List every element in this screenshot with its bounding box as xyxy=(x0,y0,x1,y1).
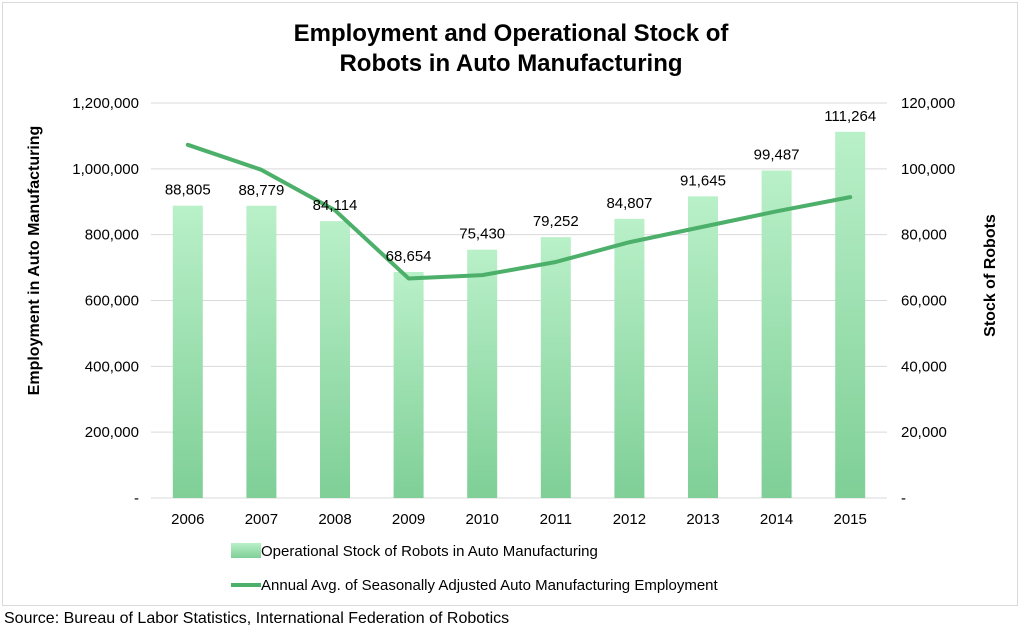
right-tick-label: 100,000 xyxy=(901,161,955,178)
legend: Operational Stock of Robots in Auto Manu… xyxy=(231,543,719,594)
bar xyxy=(540,237,571,498)
bar xyxy=(172,205,203,499)
right-tick-label: 60,000 xyxy=(901,293,947,310)
left-tick-label: 1,200,000 xyxy=(72,95,139,112)
bar-data-label: 79,252 xyxy=(533,213,579,230)
left-tick-label: 800,000 xyxy=(85,227,139,244)
bar xyxy=(761,170,792,498)
axes: - 200,000 400,000 600,000 800,000 1,000,000 1,… xyxy=(26,95,999,528)
bar-data-label: 99,487 xyxy=(754,147,800,164)
bar xyxy=(320,221,350,498)
x-tick-label: 2013 xyxy=(686,511,719,528)
x-tick-label: 2007 xyxy=(245,511,278,528)
bar xyxy=(246,205,277,499)
line-point xyxy=(481,274,483,276)
legend-label-bars: Operational Stock of Robots in Auto Manu… xyxy=(261,543,598,560)
x-tick-label: 2014 xyxy=(760,511,793,528)
chart-title-line1: Employment and Operational Stock of xyxy=(293,20,729,47)
x-tick-label: 2012 xyxy=(613,511,646,528)
chart-svg: 88,805 88,779 84,114 68,654 75,430 79,252 84,8… xyxy=(26,95,999,594)
bar xyxy=(614,218,645,498)
right-tick-label: 20,000 xyxy=(901,424,947,441)
chart-title-line2: Robots in Auto Manufacturing xyxy=(339,50,683,77)
line-point xyxy=(776,210,778,212)
bar-data-label: 111,264 xyxy=(824,108,876,125)
line-point xyxy=(408,277,410,279)
line-point xyxy=(702,226,704,228)
x-tick-label: 2011 xyxy=(540,511,572,528)
bar-data-label: 91,645 xyxy=(680,172,726,189)
line-point xyxy=(555,261,557,263)
left-tick-label: 1,000,000 xyxy=(72,161,139,178)
bar-data-label: 84,807 xyxy=(606,195,652,212)
bar-data-label: 88,805 xyxy=(165,182,211,199)
bar xyxy=(835,131,866,499)
left-tick-label: - xyxy=(134,490,139,507)
right-tick-label: 80,000 xyxy=(901,227,947,244)
chart-title: Employment and Operational Stock of Robo… xyxy=(3,19,1019,79)
employment-line xyxy=(185,142,853,281)
right-tick-label: - xyxy=(901,490,906,507)
right-axis-title: Stock of Robots xyxy=(982,214,999,337)
line-point xyxy=(849,196,851,198)
left-axis-title: Employment in Auto Manufacturing xyxy=(26,126,43,396)
bar-data-label: 68,654 xyxy=(386,248,432,265)
bar-data-label: 88,779 xyxy=(238,182,284,199)
line-point xyxy=(334,209,336,211)
data-labels: 88,805 88,779 84,114 68,654 75,430 79,252 84,8… xyxy=(165,108,876,265)
line-point xyxy=(628,241,630,243)
bars xyxy=(172,131,866,499)
chart-frame: Employment and Operational Stock of Robo… xyxy=(2,2,1018,606)
left-tick-label: 200,000 xyxy=(85,424,139,441)
bar-data-label: 84,114 xyxy=(313,197,358,214)
x-tick-label: 2009 xyxy=(392,511,425,528)
right-tick-label: 40,000 xyxy=(901,358,947,375)
bar xyxy=(393,272,424,498)
bar-data-label: 75,430 xyxy=(459,226,505,243)
left-tick-label: 600,000 xyxy=(85,293,139,310)
x-tick-label: 2008 xyxy=(318,511,351,528)
x-tick-label: 2015 xyxy=(834,511,867,528)
bar xyxy=(467,249,498,498)
left-tick-label: 400,000 xyxy=(85,358,139,375)
bar xyxy=(688,196,718,498)
x-tick-label: 2006 xyxy=(171,511,204,528)
line-point xyxy=(260,169,262,171)
legend-label-line: Annual Avg. of Seasonally Adjusted Auto … xyxy=(261,577,719,594)
legend-swatch-bars xyxy=(231,543,261,558)
x-tick-label: 2010 xyxy=(466,511,499,528)
right-tick-label: 120,000 xyxy=(901,95,955,112)
line-point xyxy=(187,144,189,146)
source-note: Source: Bureau of Labor Statistics, Inte… xyxy=(4,610,510,627)
employment-series-line xyxy=(185,142,853,281)
